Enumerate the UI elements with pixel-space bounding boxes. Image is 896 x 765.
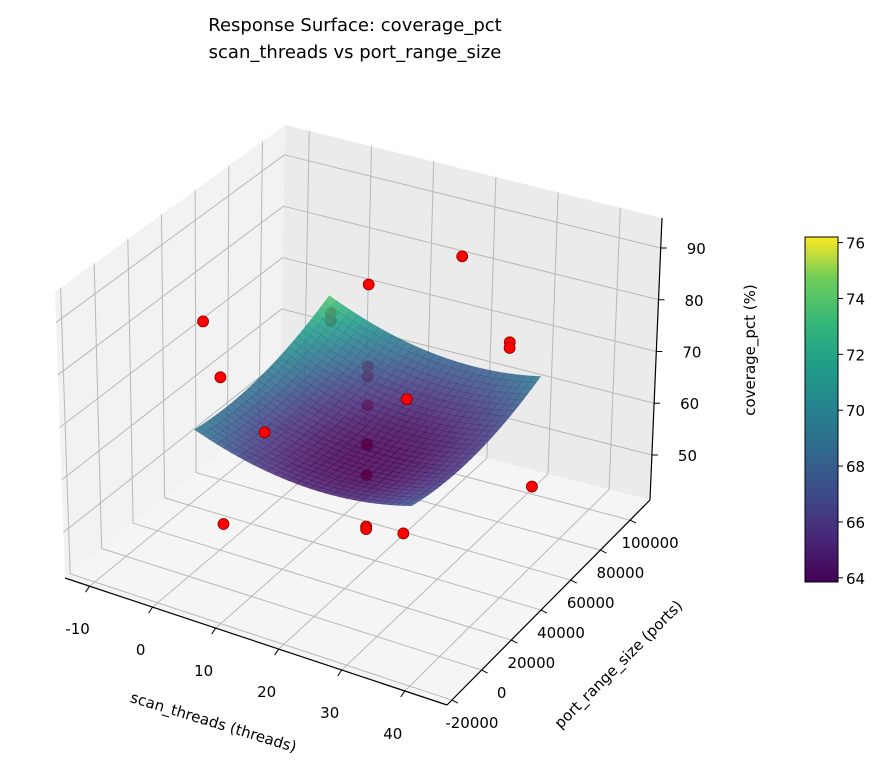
tick-labels: -10010203040-200000200004000060000800001… [65, 240, 705, 743]
y-axis-tick [629, 519, 637, 524]
colorbar-gradient [804, 236, 839, 583]
y-axis-line [446, 499, 651, 706]
y-axis-tick [570, 579, 577, 584]
y-axis-tick-label: 60000 [567, 594, 615, 612]
y-axis-tick-label: 80000 [597, 564, 645, 582]
y-axis-tick [451, 699, 459, 704]
colorbar-tick-label: 76 [846, 235, 865, 253]
floor-grid-x [404, 489, 610, 692]
data-point [217, 518, 230, 530]
x-axis-tick [211, 627, 217, 635]
z-axis-tick-label: 80 [685, 292, 704, 310]
z-axis-tick-label: 50 [678, 447, 697, 465]
data-point [397, 527, 410, 540]
y-axis-tick [600, 549, 607, 554]
chart-title-line-2: scan_threads vs port_range_size [209, 42, 502, 63]
left-grid-y [60, 287, 71, 574]
z-axis-tick-label: 60 [680, 395, 699, 413]
y-axis-tick [540, 609, 548, 614]
left-grid-z [63, 359, 282, 533]
left-grid-z [57, 205, 284, 376]
left-grid-z [59, 257, 283, 428]
floor-grid-y [132, 522, 512, 641]
colorbar-tick-label: 66 [846, 514, 865, 532]
left-grid-y [161, 214, 166, 498]
x-axis-tick-label: 20 [257, 683, 276, 701]
x-axis-line [64, 577, 448, 706]
x-axis-tick-label: 40 [383, 725, 402, 743]
colorbar-tick-label: 68 [846, 458, 865, 476]
x-axis-tick-label: 10 [194, 662, 213, 680]
z-axis-line [649, 217, 663, 501]
colorbar: 64 66 68 70 72 74 76 [804, 235, 865, 588]
data-point [197, 315, 209, 328]
surface-patch [403, 502, 417, 507]
chart-title-line-1: Response Surface: coverage_pct [208, 15, 501, 36]
y-axis-tick [511, 639, 518, 644]
colorbar-tick-label: 64 [846, 570, 865, 588]
data-point [362, 278, 375, 291]
back-grid-x [608, 207, 621, 490]
y-axis-tick-label: 100000 [621, 534, 678, 552]
data-point [400, 393, 413, 406]
colorbar-tick-label: 72 [846, 346, 865, 364]
x-axis-tick [85, 585, 91, 593]
data-point [503, 342, 516, 354]
back-grid-z [284, 154, 661, 249]
back-grid-z [282, 257, 657, 352]
x-axis-tick-label: 0 [136, 641, 146, 659]
left-pane [55, 125, 285, 578]
x-axis-tick-label: -10 [65, 620, 90, 638]
y-axis-label: port_range_size (ports) [551, 597, 687, 733]
left-grid-z [61, 308, 283, 481]
z-axis-tick-label: 90 [687, 240, 706, 258]
z-axis-tick-label: 70 [682, 343, 701, 361]
x-axis-tick [337, 669, 343, 677]
data-point [214, 371, 227, 384]
data-points-front [197, 250, 538, 540]
left-grid-y [194, 190, 197, 473]
floor-grid-y [164, 497, 542, 611]
left-grid-y [226, 165, 230, 448]
z-axis-label: coverage_pct (%) [741, 284, 760, 416]
data-point [456, 250, 469, 263]
back-grid-z [283, 205, 659, 301]
data-point [258, 426, 271, 439]
left-grid-y [127, 239, 134, 524]
floor-grid-x [278, 457, 488, 650]
back-grid-x [547, 192, 559, 474]
floor-grid-y [101, 548, 482, 671]
data-point [526, 480, 538, 493]
y-axis-tick-label: 0 [497, 684, 507, 702]
left-grid-y [93, 263, 103, 549]
left-grid-y [258, 141, 263, 422]
left-grid-z [55, 154, 285, 323]
axis-lines [64, 217, 667, 706]
x-axis-tick-label: 30 [320, 704, 339, 722]
colorbar-tick-label: 74 [846, 290, 865, 308]
y-axis-tick [481, 669, 488, 674]
x-axis-tick [148, 606, 154, 614]
floor-grid-y [70, 573, 453, 701]
data-point [360, 523, 373, 536]
colorbar-tick-label: 70 [846, 402, 865, 420]
floor-grid-y [195, 472, 571, 581]
floor-grid-x [341, 473, 549, 671]
x-axis-tick [274, 648, 280, 656]
x-axis-tick [400, 690, 406, 698]
y-axis-tick-label: 40000 [537, 624, 585, 642]
y-axis-tick-label: 20000 [507, 654, 555, 672]
y-axis-tick-label: -20000 [445, 714, 498, 732]
